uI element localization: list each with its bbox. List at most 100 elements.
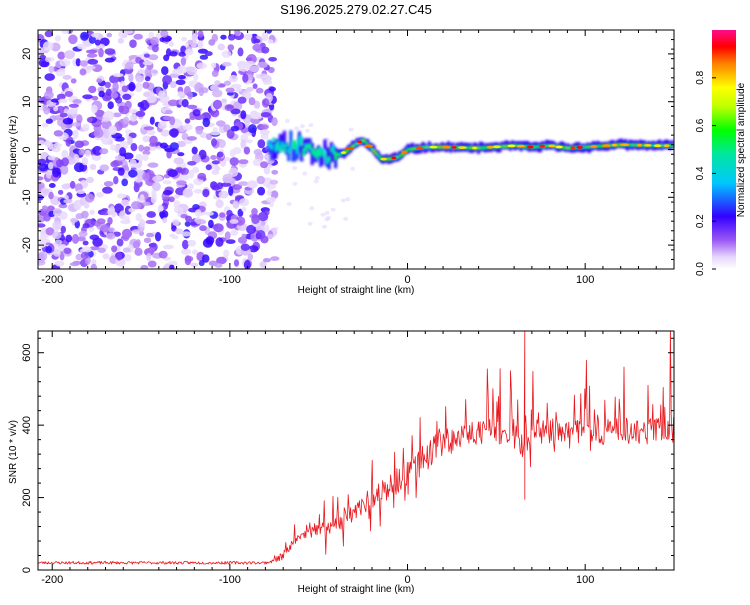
spectrogram-noise-cell <box>242 73 249 83</box>
spectrogram-noise-cell <box>118 105 130 115</box>
spectrogram-noise-cell <box>199 54 209 60</box>
spectrogram-noise-cell <box>138 144 144 152</box>
ridge-peak <box>363 144 374 148</box>
ridge-cell <box>400 152 404 157</box>
ridge-peak <box>570 146 576 150</box>
spectrogram-noise-cell <box>69 262 80 267</box>
spectrogram-noise-cell <box>41 122 49 128</box>
spectrogram-noise-cell <box>106 32 113 38</box>
spectrogram-noise-cell <box>91 95 99 101</box>
spectrogram-noise-cell <box>68 103 79 108</box>
spectrogram-noise-cell <box>146 232 154 238</box>
spectrogram-noise-cell <box>115 258 126 267</box>
spectrogram-noise-cell <box>225 87 235 93</box>
ridge-peak <box>548 144 556 148</box>
spectrogram-noise-cell <box>61 149 69 159</box>
spectrogram-noise-cell <box>148 31 154 39</box>
ridge-peak <box>643 144 652 147</box>
spectrogram-noise-cell <box>122 93 132 100</box>
ridge-halo <box>267 130 674 170</box>
spectrogram-noise-cell <box>73 162 85 173</box>
spectrogram-noise-cell <box>155 231 162 242</box>
spectrogram-noise-cell <box>271 117 278 127</box>
spectrogram-noise-cell <box>165 109 173 115</box>
spectrogram-noise-cell <box>222 173 233 184</box>
ridge-cell <box>314 149 319 159</box>
spectrogram-noise-cell <box>167 99 179 107</box>
spectrogram-noise-cell <box>55 239 63 245</box>
ridge-peak <box>441 145 451 149</box>
spectrogram-y-axis: -20 -10 0 10 20 <box>21 29 674 270</box>
spectrogram-noise-cell <box>96 218 106 225</box>
snr-panel: -200 -100 0 100 0 200 400 600 Height of straig… <box>8 330 675 595</box>
spectrogram-noise-cell <box>187 39 194 45</box>
spectrogram-noise-cell <box>146 253 152 261</box>
spectrogram-noise-cell <box>143 146 151 152</box>
spectrogram-noise-cell <box>130 143 138 152</box>
ridge-cell <box>425 145 429 149</box>
spectrogram-noise-cell <box>187 239 197 247</box>
ridge-peak <box>486 145 494 149</box>
spectrogram-noise-cell <box>71 233 80 244</box>
spectrogram-noise-cell <box>102 186 113 194</box>
spectrogram-noise-cell <box>163 244 174 250</box>
spectrogram-noise-cell <box>172 235 179 240</box>
spectrogram-noise-cell <box>55 159 62 167</box>
ridge-peak <box>601 144 612 148</box>
spectrogram-noise-cell <box>286 201 292 206</box>
colorbar-ticks: 0.0 0.2 0.4 0.6 0.8 <box>695 70 716 276</box>
spectrogram-noise-cell <box>57 98 68 104</box>
ridge-cell <box>323 139 327 150</box>
ridge-cell <box>280 133 284 149</box>
spectrogram-noise-cell <box>127 108 138 114</box>
spectrogram-noise-cell <box>226 91 234 96</box>
spectrogram-noise-cell <box>116 193 127 199</box>
snr-y-axis: 0 200 400 600 <box>21 337 674 573</box>
spectrogram-noise-cell <box>240 110 247 120</box>
spectrogram-noise-cell <box>128 169 138 178</box>
spectrogram-noise-cell <box>252 158 262 167</box>
spectrogram-noise-cell <box>100 224 111 233</box>
spectrogram-noise-cell <box>268 86 276 92</box>
spectrogram-noise-cell <box>122 233 130 242</box>
spectrogram-noise-cell <box>81 246 92 253</box>
ridge-cell <box>299 145 304 162</box>
ridge-cell <box>329 147 333 152</box>
spectrogram-noise-cell <box>85 65 96 70</box>
ridge-peak <box>637 143 642 147</box>
ridge-cell <box>338 152 342 156</box>
ridge-cell <box>272 137 276 142</box>
spectrogram-noise-cell <box>53 130 64 137</box>
spectrogram-noise-cell <box>123 152 134 160</box>
ridge-cell <box>282 130 287 150</box>
spectrogram-noise-cell <box>213 223 224 233</box>
spectrogram-noise-cell <box>217 43 225 51</box>
snr-x-tick-label: 100 <box>576 574 594 586</box>
spectrogram-noise-cell <box>110 160 120 168</box>
spectrogram-y-label: Frequency (Hz) <box>8 116 19 185</box>
spectrogram-noise-cell <box>124 61 134 70</box>
ridge-cell <box>423 145 427 149</box>
snr-y-tick-label: 400 <box>21 416 33 434</box>
ridge-cell <box>319 147 323 157</box>
spectrogram-noise-cell <box>105 88 112 97</box>
spectrogram-noise-cell <box>173 194 180 199</box>
ridge-cell <box>287 148 291 154</box>
ridge-cell <box>363 140 368 144</box>
spectrogram-noise-cell <box>150 36 159 46</box>
snr-y-tick-label: 200 <box>21 488 33 506</box>
spectrogram-noise-cell <box>314 176 320 180</box>
spectrogram-noise-cell <box>258 211 269 222</box>
spectrogram-noise-cell <box>91 33 100 38</box>
spectrogram-noise-cell <box>167 169 178 178</box>
ridge-cell <box>470 146 474 150</box>
ridge-cell <box>568 146 572 150</box>
spectrogram-noise-cell <box>83 202 90 209</box>
figure-title: S196.2025.279.02.27.C45 <box>280 2 432 17</box>
spectrogram-noise-cell <box>73 201 82 211</box>
spectrogram-noise-cell <box>160 129 170 137</box>
spectrogram-noise-cell <box>243 146 251 155</box>
spectrogram-noise-cell <box>194 209 202 217</box>
spectrogram-noise-cell <box>175 228 184 235</box>
